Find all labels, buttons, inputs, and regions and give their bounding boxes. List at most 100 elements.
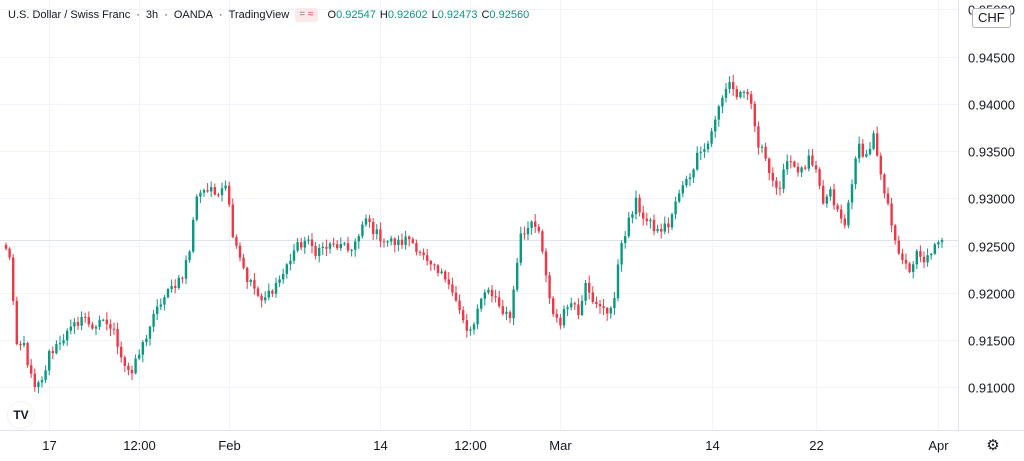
candle-body <box>332 243 335 245</box>
candle-up <box>321 242 324 255</box>
candle-body <box>811 155 814 166</box>
interval-label[interactable]: 3h <box>145 9 159 21</box>
y-tick-label: 0.94000 <box>968 98 1015 113</box>
candle-body <box>415 243 418 252</box>
candle-up <box>847 199 850 229</box>
candle-body <box>591 292 594 302</box>
candle-up <box>303 236 306 254</box>
candle-down <box>638 194 641 217</box>
candle-down <box>454 285 458 302</box>
time-axis[interactable]: 17 12:00 Feb 14 12:00 Mar 14 22 Apr <box>42 438 949 453</box>
candle-down <box>310 233 314 254</box>
candle-up <box>926 248 929 267</box>
candle-body <box>94 326 98 329</box>
y-tick-label: 0.92500 <box>968 240 1015 255</box>
candle-up <box>73 318 76 334</box>
candle-up <box>267 283 270 301</box>
candle-body <box>429 260 432 265</box>
candle-down <box>217 192 220 198</box>
candle-body <box>526 227 530 235</box>
price-axis[interactable]: 0.91000 0.91500 0.92000 0.92500 0.93000 0.935… <box>968 3 1015 396</box>
candle-down <box>606 306 609 321</box>
candle-up <box>865 149 868 158</box>
candle-body <box>354 241 357 250</box>
tradingview-logo-icon[interactable]: TV <box>8 402 34 428</box>
candle-body <box>256 288 260 296</box>
symbol-name[interactable]: U.S. Dollar / Swiss Franc <box>8 9 131 21</box>
candle-down <box>598 299 602 314</box>
candle-up <box>264 291 267 304</box>
candle-down <box>894 223 897 245</box>
candle-up <box>375 224 378 240</box>
candle-body <box>656 228 659 232</box>
candle-up <box>728 76 731 94</box>
candle-down <box>537 223 540 234</box>
candle-up <box>354 238 357 257</box>
x-tick-label: 12:00 <box>123 438 156 453</box>
currency-button[interactable]: CHF <box>972 8 1011 28</box>
candle-body <box>174 285 177 288</box>
candle-up <box>631 211 634 224</box>
candle-down <box>4 242 8 251</box>
candle-body <box>440 271 443 274</box>
candle-body <box>368 218 371 223</box>
open-label: O <box>327 9 337 21</box>
candle-body <box>357 236 360 242</box>
candle-down <box>764 142 767 161</box>
candle-body <box>202 190 206 193</box>
candle-up <box>152 310 155 332</box>
candle-down <box>922 251 926 269</box>
candle-up <box>476 304 479 329</box>
candle-body <box>609 307 612 314</box>
candle-body <box>433 264 436 266</box>
candle-down <box>372 218 375 240</box>
candle-down <box>490 285 494 303</box>
candle-body <box>447 279 450 285</box>
candle-body <box>37 382 40 388</box>
gear-icon[interactable]: ⚙ <box>986 437 1000 454</box>
candle-body <box>130 369 134 374</box>
candle-body <box>145 338 148 343</box>
candle-body <box>105 319 108 325</box>
candle-body <box>364 218 368 225</box>
candle-down <box>555 308 558 323</box>
candle-up <box>102 318 105 322</box>
y-tick-label: 0.91500 <box>968 334 1015 349</box>
candle-up <box>678 189 681 204</box>
candle-down <box>400 233 404 249</box>
candle-body <box>703 149 706 152</box>
candle-body <box>238 245 242 258</box>
candle-body <box>566 307 569 310</box>
candle-down <box>368 214 371 228</box>
candle-up <box>940 237 944 248</box>
candle-up <box>692 168 695 183</box>
candle-body <box>807 155 810 169</box>
compare-pill[interactable]: = ≈ <box>295 8 318 22</box>
candle-down <box>523 226 526 240</box>
candle-down <box>559 314 562 330</box>
candle-down <box>879 152 882 180</box>
candle-up <box>696 146 699 172</box>
candle-up <box>930 252 933 260</box>
candle-up <box>570 297 573 311</box>
candle-body <box>228 185 231 205</box>
candle-body <box>213 187 216 195</box>
candle-down <box>642 205 645 226</box>
candle-up <box>278 275 281 287</box>
candle-down <box>746 89 749 101</box>
candle-body <box>886 193 890 204</box>
candle-up <box>656 224 659 234</box>
candle-up <box>872 130 875 151</box>
candle-body <box>865 154 868 157</box>
candle-body <box>926 255 929 263</box>
candle-up <box>22 336 26 348</box>
candle-body <box>184 260 188 279</box>
candle-up <box>634 190 638 220</box>
candle-body <box>570 303 573 308</box>
candle-body <box>181 277 184 279</box>
candle-down <box>778 181 782 196</box>
candle-down <box>458 294 461 315</box>
candle-body <box>501 306 504 314</box>
candle-up <box>858 136 861 163</box>
